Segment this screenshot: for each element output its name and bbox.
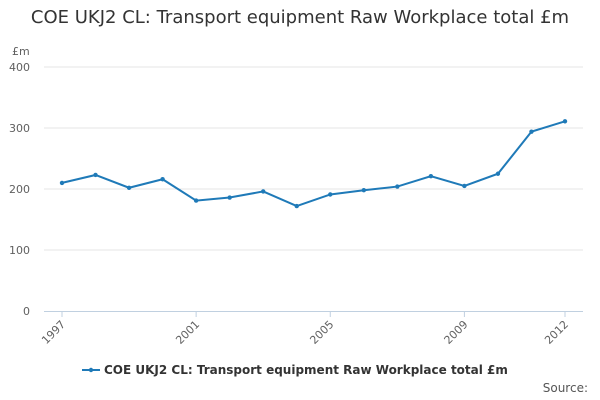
data-point[interactable] [93,172,98,178]
y-tick-label: 300 [9,122,30,135]
x-tick-label: 2005 [307,318,336,347]
y-axis-ticks: 0 100 200 300 400 [9,61,30,318]
legend-item-label[interactable]: COE UKJ2 CL: Transport equipment Raw Wor… [104,363,508,377]
data-point[interactable] [126,185,132,190]
x-tick-label: 2012 [542,318,571,347]
y-axis-unit-label: £m [12,45,30,58]
gridlines [44,66,583,251]
series-layer [59,119,568,209]
data-point[interactable] [193,198,199,203]
data-point[interactable] [361,188,366,193]
data-point[interactable] [59,180,65,186]
x-tick-label: 2009 [442,318,471,347]
data-point[interactable] [462,183,467,189]
source-label: Source: [542,381,588,395]
data-point[interactable] [294,203,299,209]
data-point[interactable] [328,192,333,197]
data-point[interactable] [495,171,501,176]
y-tick-label: 0 [23,305,30,318]
data-point[interactable] [160,177,165,182]
y-tick-label: 400 [9,61,30,74]
data-point[interactable] [261,189,266,194]
y-tick-label: 100 [9,244,30,257]
data-point[interactable] [428,173,434,179]
series-line [61,120,566,208]
x-tick-label: 1997 [39,318,68,347]
data-point[interactable] [227,195,232,200]
x-axis: 1997 2001 2005 2009 2012 [39,311,583,347]
chart-title: COE UKJ2 CL: Transport equipment Raw Wor… [30,7,570,28]
y-tick-label: 200 [9,183,30,196]
data-point[interactable] [529,129,534,134]
data-point[interactable] [562,119,568,124]
data-point[interactable] [395,184,400,189]
legend[interactable]: COE UKJ2 CL: Transport equipment Raw Wor… [82,363,508,377]
legend-swatch-marker [88,367,94,373]
x-tick-label: 2001 [173,318,202,347]
